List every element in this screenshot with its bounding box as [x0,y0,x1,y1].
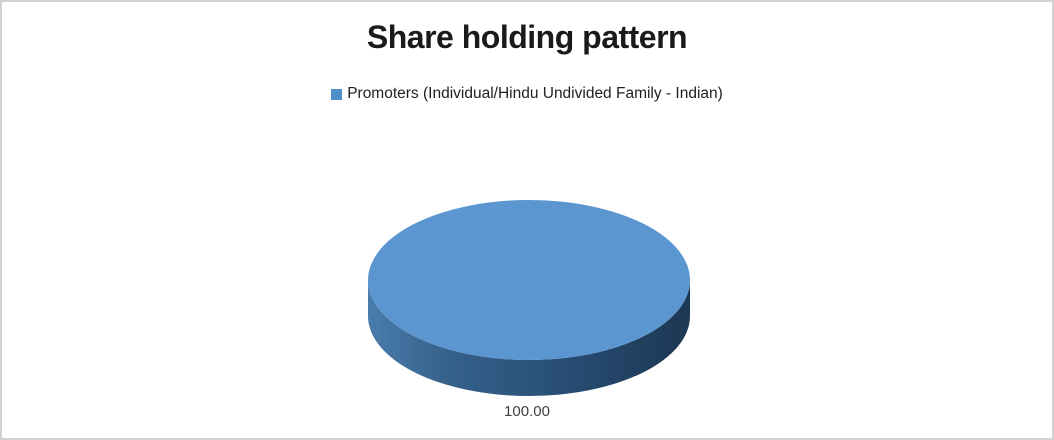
legend-item: Promoters (Individual/Hindu Undivided Fa… [331,85,723,103]
pie-data-label: 100.00 [504,403,550,420]
legend-label: Promoters (Individual/Hindu Undivided Fa… [347,85,723,102]
pie-slice-side [368,280,690,396]
chart-title: Share holding pattern [366,19,688,55]
legend-marker-icon [331,88,343,100]
pie-slice-top [368,200,690,360]
chart-legend: Promoters (Individual/Hindu Undivided Fa… [2,85,1052,103]
legend-marker-swatch [331,88,343,100]
